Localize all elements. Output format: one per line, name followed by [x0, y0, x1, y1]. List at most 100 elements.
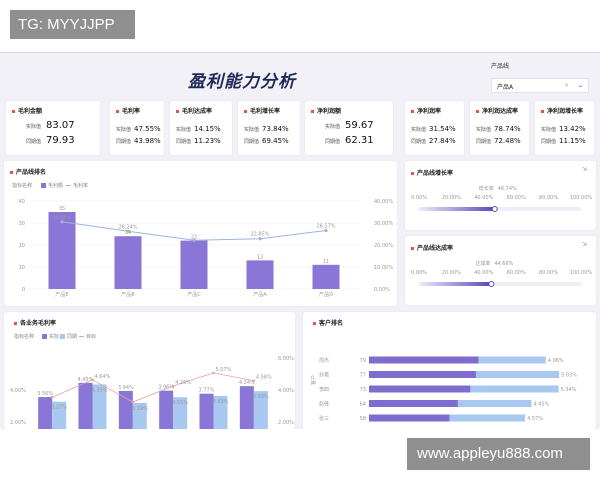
- legend-label: 毛利率: [73, 182, 88, 189]
- bar-value-label: 3.94%: [118, 385, 134, 391]
- kpi-value: 72.48%: [494, 137, 521, 145]
- bar-actual: [78, 382, 93, 429]
- bar-rate-label: 4.06%: [548, 358, 564, 364]
- x-tick-label: 产品D: [319, 291, 333, 298]
- kpi-title: 净利润达成率: [476, 106, 518, 115]
- watermark-bottom: www.appleyu888.com: [407, 438, 590, 470]
- kpi-label: 实际值: [325, 124, 341, 130]
- legend-label: 同期: [67, 334, 77, 340]
- category-label: 赵锋: [319, 401, 329, 408]
- kpi-value: 11.23%: [194, 137, 221, 145]
- kpi-value: 47.55%: [134, 125, 161, 133]
- kpi-label: 实际值: [476, 127, 492, 133]
- kpi-value: 59.67: [345, 120, 374, 131]
- kpi-row-previous: 同期值 62.31: [325, 135, 374, 146]
- x-tick-label: 产品A: [253, 291, 267, 298]
- export-icon[interactable]: ⇲: [582, 241, 588, 248]
- y2-tick-label: 2.00%: [278, 420, 294, 426]
- kpi-title: 毛利率: [116, 106, 140, 115]
- bar-value-label: 3.63%: [213, 399, 229, 405]
- dashboard: 盈利能力分析 产品线 产品A × ⌄ 毛利金额 实际值 83.07 同期值 79.93 毛…: [0, 52, 600, 429]
- category-label: 孙艳: [319, 372, 329, 379]
- y2-tick-label: 4.00%: [278, 388, 294, 394]
- bar-value-label: 4.45%: [78, 377, 94, 383]
- target-value-label: 5.07%: [216, 367, 232, 373]
- kpi-row-actual: 实际值 14.15%: [176, 125, 221, 133]
- kpi-card: 毛利增长率 实际值 73.84% 同期值 69.45%: [238, 101, 300, 155]
- kpi-value: 79.93: [46, 135, 75, 146]
- bar-actual: [239, 386, 254, 429]
- bar-rate: [457, 400, 532, 407]
- target-point: [131, 400, 135, 404]
- kpi-value: 73.84%: [262, 125, 289, 133]
- bar-rate-label: 4.45%: [533, 402, 549, 408]
- bar-amount: [369, 385, 471, 393]
- kpi-label: 实际值: [26, 124, 42, 130]
- bar-previous: [253, 391, 268, 429]
- target-point: [212, 371, 215, 375]
- bar-amount: [369, 356, 479, 364]
- kpi-card: 毛利率 实际值 47.55% 同期值 43.98%: [110, 101, 164, 155]
- product-line-select[interactable]: 产品A × ⌄: [491, 78, 589, 93]
- bar-previous: [92, 384, 107, 429]
- kpi-card: 净利润率 实际值 31.54% 同期值 27.84%: [405, 101, 464, 155]
- customer-rank-chart: 客户 周杰 79 4.06% 孙艳 77 5.03% 李四 73 5.34% 赵锋 64 4.45% 张三…: [310, 356, 577, 422]
- kpi-card: 净利润达成率 实际值 78.74% 同期值 72.48%: [470, 101, 529, 155]
- slider-tick-label: 40.00%: [474, 270, 493, 276]
- export-icon[interactable]: ⇲: [582, 166, 588, 173]
- kpi-label: 同期值: [411, 139, 427, 145]
- slider-tick-label: 40.00%: [474, 195, 493, 201]
- bar-rate: [478, 356, 546, 364]
- product-rank-title: 产品线排名: [10, 167, 46, 176]
- bar-actual: [118, 390, 133, 429]
- legend-label: 实际: [49, 333, 59, 340]
- bar-value-label: 3.77%: [199, 388, 215, 394]
- bar-value-label: 3.19%: [132, 406, 148, 412]
- slider-label: 达成率: [475, 260, 490, 267]
- target-point: [171, 384, 175, 388]
- bar-rate: [475, 371, 560, 378]
- kpi-label: 实际值: [411, 127, 427, 133]
- kpi-row-previous: 同期值 27.84%: [411, 137, 456, 145]
- kpi-card: 净利润额实际值 59.67 同期值 62.31: [305, 101, 393, 155]
- target-value-label: 4.58%: [256, 375, 272, 381]
- kpi-title: 净利润额: [311, 106, 341, 115]
- bar-value-label: 13: [257, 254, 263, 260]
- slider-tick-label: 80.00%: [539, 195, 558, 201]
- bar-value-label: 3.56%: [37, 391, 53, 397]
- business-margin-card: 各业务毛利率 指标名称 实际 同期 目标 4.00% 2.00% 6.00% 4.00% 2.0…: [4, 312, 295, 429]
- line-value-label: 22.85%: [250, 232, 269, 238]
- category-label: 李四: [319, 386, 329, 393]
- achievement-rate-title: 产品线达成率: [411, 243, 453, 252]
- achievement-rate-card: 产品线达成率 ⇲ 达成率 44.66% 0.00% 20.00% 40.00% 60.00…: [405, 236, 596, 305]
- y2-tick-label: 0.00%: [374, 287, 390, 293]
- legend-title: 指标名称: [14, 333, 34, 340]
- category-label: 张三: [319, 415, 329, 422]
- slider-value: 46.74%: [498, 186, 517, 192]
- kpi-title: 净利润率: [411, 106, 441, 115]
- kpi-value: 13.42%: [559, 125, 586, 133]
- kpi-label: 同期值: [26, 139, 42, 145]
- bar-value-label: 3.93%: [253, 394, 269, 400]
- slider-handle: [488, 281, 495, 287]
- kpi-row-previous: 同期值 11.15%: [541, 137, 586, 145]
- chevron-down-icon[interactable]: ⌄: [578, 82, 584, 89]
- kpi-title: 毛利达成率: [176, 106, 212, 115]
- bar-value-label: 3.55%: [172, 400, 188, 406]
- kpi-label: 同期值: [541, 139, 557, 145]
- y2-tick-label: 30.00%: [374, 221, 393, 227]
- slider-tick-label: 20.00%: [442, 195, 461, 201]
- slider-tick-label: 60.00%: [507, 270, 526, 276]
- line-target: [52, 372, 254, 403]
- bar-margin-amount: [114, 236, 142, 289]
- line-point: [324, 228, 328, 233]
- target-point: [252, 379, 256, 383]
- clear-icon[interactable]: ×: [564, 82, 570, 89]
- bar-amount: [369, 400, 458, 407]
- kpi-label: 同期值: [116, 139, 132, 145]
- x-tick-label: 产品C: [187, 291, 201, 298]
- slider-fill: [419, 207, 495, 211]
- legend-swatch-previous: [60, 334, 65, 339]
- kpi-row-previous: 同期值 79.93: [26, 135, 75, 146]
- bar-value-label: 24: [125, 230, 131, 236]
